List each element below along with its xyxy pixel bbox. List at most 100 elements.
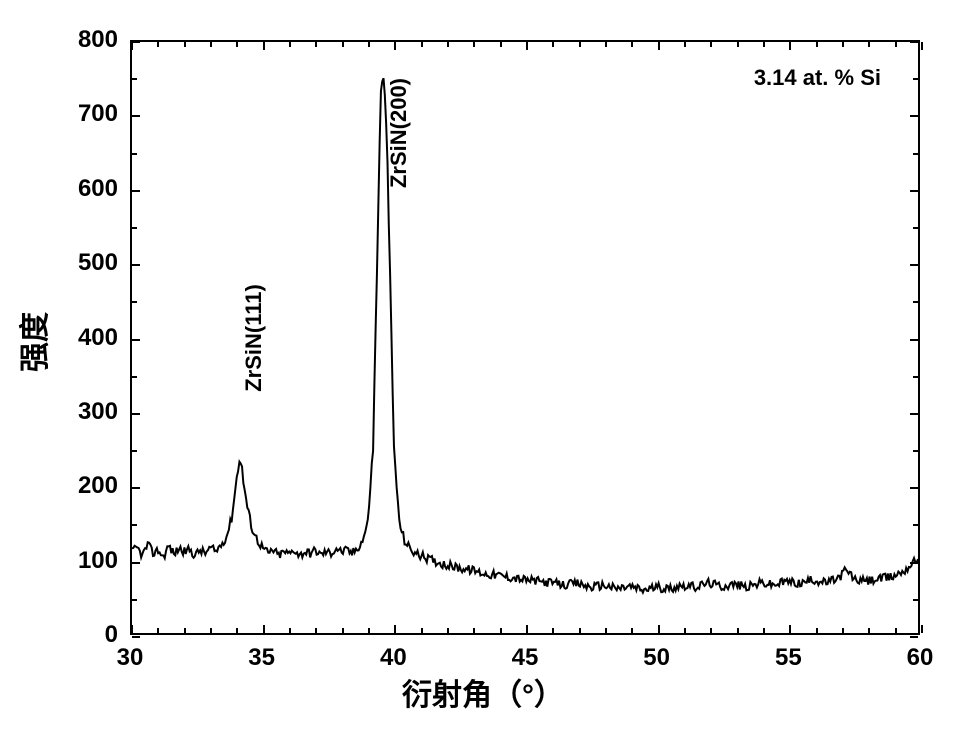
x-tick	[394, 625, 396, 633]
x-minor-tick	[816, 42, 818, 47]
x-tick	[658, 42, 660, 50]
x-minor-tick	[342, 628, 344, 633]
y-tick-label: 600	[78, 175, 118, 203]
x-minor-tick	[842, 42, 844, 47]
y-minor-tick	[913, 78, 918, 80]
y-tick	[910, 413, 918, 415]
y-tick	[910, 487, 918, 489]
y-tick	[132, 413, 140, 415]
y-minor-tick	[913, 376, 918, 378]
x-minor-tick	[605, 628, 607, 633]
y-tick	[132, 264, 140, 266]
y-minor-tick	[132, 301, 137, 303]
x-minor-tick	[552, 42, 554, 47]
x-tick	[131, 42, 133, 50]
y-minor-tick	[132, 78, 137, 80]
x-minor-tick	[315, 42, 317, 47]
y-tick-label: 300	[78, 398, 118, 426]
x-minor-tick	[184, 628, 186, 633]
x-minor-tick	[315, 628, 317, 633]
y-tick-label: 700	[78, 100, 118, 128]
x-minor-tick	[236, 628, 238, 633]
y-minor-tick	[913, 524, 918, 526]
x-minor-tick	[289, 42, 291, 47]
x-tick	[526, 42, 528, 50]
x-minor-tick	[842, 628, 844, 633]
x-tick	[789, 42, 791, 50]
x-tick-label: 30	[117, 644, 144, 672]
x-minor-tick	[895, 42, 897, 47]
x-tick-label: 55	[775, 644, 802, 672]
x-minor-tick	[684, 42, 686, 47]
x-tick-label: 40	[380, 644, 407, 672]
x-tick	[921, 625, 923, 633]
y-tick-label: 400	[78, 324, 118, 352]
x-minor-tick	[157, 628, 159, 633]
x-minor-tick	[210, 42, 212, 47]
y-tick	[132, 562, 140, 564]
y-tick-label: 100	[78, 547, 118, 575]
y-minor-tick	[913, 450, 918, 452]
y-minor-tick	[913, 227, 918, 229]
x-minor-tick	[631, 42, 633, 47]
x-minor-tick	[579, 42, 581, 47]
x-minor-tick	[447, 628, 449, 633]
x-tick	[526, 625, 528, 633]
y-tick	[910, 636, 918, 638]
x-minor-tick	[289, 628, 291, 633]
x-minor-tick	[473, 628, 475, 633]
x-minor-tick	[421, 628, 423, 633]
x-tick-label: 60	[907, 644, 934, 672]
x-minor-tick	[157, 42, 159, 47]
x-tick	[394, 42, 396, 50]
x-minor-tick	[236, 42, 238, 47]
x-tick	[131, 625, 133, 633]
x-minor-tick	[421, 42, 423, 47]
x-minor-tick	[368, 42, 370, 47]
x-tick-label: 45	[512, 644, 539, 672]
x-tick-label: 50	[643, 644, 670, 672]
x-minor-tick	[737, 628, 739, 633]
y-minor-tick	[132, 376, 137, 378]
y-tick	[910, 264, 918, 266]
y-minor-tick	[913, 301, 918, 303]
y-minor-tick	[132, 153, 137, 155]
x-minor-tick	[710, 628, 712, 633]
x-minor-tick	[552, 628, 554, 633]
y-tick	[132, 339, 140, 341]
chart-container: 强度 衍射角（°） 0100200300400500600700800 3035…	[20, 20, 946, 716]
y-tick	[132, 636, 140, 638]
x-minor-tick	[710, 42, 712, 47]
composition-annotation: 3.14 at. % Si	[754, 65, 881, 91]
y-minor-tick	[132, 599, 137, 601]
y-minor-tick	[913, 153, 918, 155]
x-minor-tick	[737, 42, 739, 47]
x-tick	[921, 42, 923, 50]
x-minor-tick	[631, 628, 633, 633]
x-minor-tick	[579, 628, 581, 633]
y-tick	[910, 562, 918, 564]
y-tick	[910, 190, 918, 192]
x-minor-tick	[500, 628, 502, 633]
x-minor-tick	[368, 628, 370, 633]
x-minor-tick	[184, 42, 186, 47]
y-minor-tick	[913, 599, 918, 601]
x-tick	[658, 625, 660, 633]
x-axis-label: 衍射角（°）	[402, 670, 564, 714]
x-minor-tick	[210, 628, 212, 633]
y-minor-tick	[132, 450, 137, 452]
y-tick-label: 800	[78, 26, 118, 54]
peak-label-111: ZrSiN(111)	[241, 284, 267, 392]
x-minor-tick	[895, 628, 897, 633]
y-minor-tick	[132, 227, 137, 229]
x-tick	[789, 625, 791, 633]
x-tick-label: 35	[248, 644, 275, 672]
x-minor-tick	[447, 42, 449, 47]
x-minor-tick	[473, 42, 475, 47]
y-tick-label: 500	[78, 249, 118, 277]
x-minor-tick	[868, 628, 870, 633]
y-tick	[910, 339, 918, 341]
x-minor-tick	[342, 42, 344, 47]
x-minor-tick	[868, 42, 870, 47]
y-tick	[132, 41, 140, 43]
